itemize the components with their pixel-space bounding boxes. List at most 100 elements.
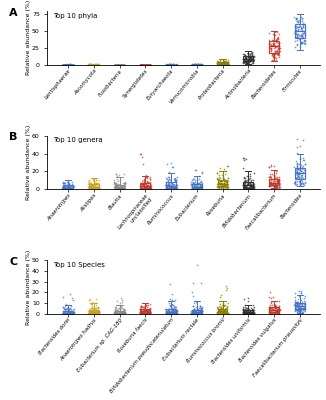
Point [122, 180, 127, 186]
Point [147, 310, 153, 316]
Point [189, 311, 194, 317]
Point [93, 304, 98, 311]
Point [147, 309, 153, 315]
Point [251, 309, 257, 316]
Point [164, 176, 169, 183]
Point [171, 62, 176, 68]
Point [302, 167, 307, 173]
Point [303, 175, 308, 181]
Point [296, 176, 302, 182]
Point [96, 185, 102, 192]
Point [245, 310, 250, 316]
Point [67, 181, 72, 188]
Point [269, 309, 274, 315]
Point [87, 307, 92, 314]
Point [240, 59, 245, 66]
Point [267, 309, 273, 315]
Point [296, 173, 301, 180]
Point [275, 42, 281, 48]
Point [222, 307, 228, 314]
Point [303, 168, 308, 175]
Point [66, 61, 71, 68]
Point [90, 182, 96, 189]
Point [90, 62, 95, 68]
Point [96, 177, 101, 184]
Point [63, 62, 68, 68]
Point [275, 35, 280, 41]
Point [169, 62, 174, 68]
Point [215, 61, 220, 68]
Point [116, 186, 121, 192]
Point [218, 309, 224, 315]
Point [64, 62, 69, 68]
Point [147, 186, 152, 192]
Point [189, 62, 194, 68]
Point [66, 62, 71, 68]
Point [195, 185, 200, 192]
Point [171, 307, 176, 313]
Point [121, 310, 126, 316]
Point [91, 310, 96, 317]
Point [96, 184, 101, 191]
Point [296, 165, 301, 172]
Point [174, 310, 179, 316]
Point [169, 304, 174, 310]
Point [89, 310, 94, 316]
Point [92, 181, 97, 188]
Point [94, 62, 99, 68]
Point [139, 304, 144, 310]
Point [94, 181, 99, 188]
Point [88, 310, 94, 316]
Point [71, 297, 76, 303]
Point [172, 177, 178, 183]
Point [117, 62, 122, 68]
Bar [192, 184, 202, 188]
Point [215, 308, 221, 315]
Point [195, 306, 200, 312]
Point [116, 182, 121, 188]
Point [303, 37, 308, 43]
Point [166, 310, 171, 317]
Point [246, 58, 251, 64]
Point [144, 185, 149, 192]
Point [293, 26, 299, 33]
Point [217, 310, 222, 316]
Point [277, 181, 282, 188]
Point [301, 34, 306, 40]
Point [63, 62, 68, 68]
Point [170, 61, 175, 68]
Point [65, 62, 70, 68]
Point [143, 180, 149, 186]
Point [294, 302, 300, 308]
Point [86, 308, 91, 314]
Point [295, 168, 300, 175]
Point [267, 30, 272, 36]
Point [298, 20, 303, 27]
Point [141, 62, 147, 68]
Point [163, 181, 169, 188]
Point [268, 305, 273, 312]
Point [268, 311, 274, 317]
Point [138, 62, 143, 68]
Point [274, 38, 279, 44]
Point [215, 306, 220, 312]
Point [224, 61, 229, 68]
Point [198, 303, 203, 310]
Point [223, 178, 228, 184]
Point [195, 61, 200, 68]
Point [303, 167, 308, 173]
Point [92, 310, 97, 316]
Point [65, 310, 70, 317]
Point [148, 182, 154, 188]
Point [216, 181, 222, 187]
Point [167, 309, 172, 316]
Point [189, 182, 195, 188]
Point [66, 185, 71, 192]
Point [275, 49, 280, 55]
Point [196, 62, 201, 68]
Point [247, 54, 252, 60]
Point [120, 62, 126, 68]
Point [64, 62, 69, 68]
Point [222, 310, 227, 316]
Point [247, 54, 252, 61]
